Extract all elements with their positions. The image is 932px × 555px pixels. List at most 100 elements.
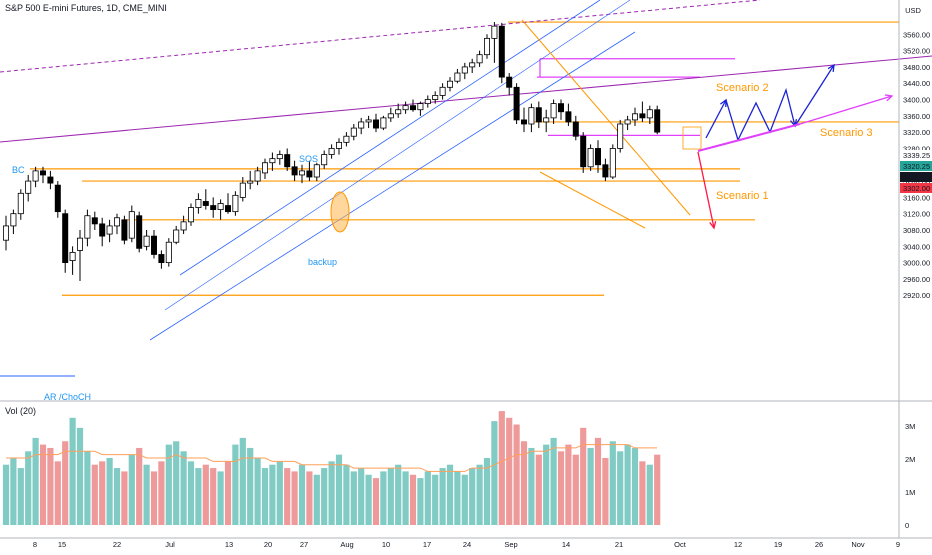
- candle-body[interactable]: [602, 164, 609, 178]
- candle-body[interactable]: [47, 176, 54, 184]
- candle-body[interactable]: [372, 119, 379, 129]
- candle-body[interactable]: [595, 148, 602, 166]
- candle-body[interactable]: [261, 162, 268, 174]
- candle-body[interactable]: [165, 241, 172, 264]
- candle-body[interactable]: [535, 107, 542, 123]
- candle-body[interactable]: [17, 192, 24, 215]
- candle-body[interactable]: [439, 86, 446, 96]
- candle-body[interactable]: [158, 254, 165, 264]
- channel-upper[interactable]: [179, 0, 601, 276]
- scenario-1-arrow-head[interactable]: [709, 221, 717, 230]
- dashed-resistance[interactable]: [0, 0, 761, 73]
- candle-body[interactable]: [306, 170, 313, 178]
- candle-body[interactable]: [446, 80, 453, 88]
- candle-body[interactable]: [128, 211, 135, 239]
- scenario-2-arrow-c[interactable]: [794, 64, 835, 127]
- candle-body[interactable]: [639, 113, 646, 119]
- channel-lower[interactable]: [149, 31, 636, 341]
- candle-body[interactable]: [3, 225, 9, 241]
- falling-wedge-lower[interactable]: [539, 171, 646, 229]
- candle-body[interactable]: [521, 119, 528, 125]
- candle-body[interactable]: [91, 217, 98, 225]
- candle-body[interactable]: [62, 213, 69, 264]
- candle-body[interactable]: [224, 205, 231, 213]
- scenario-1-arrow[interactable]: [697, 151, 715, 229]
- candle-body[interactable]: [136, 215, 143, 249]
- falling-wedge-upper[interactable]: [521, 19, 691, 216]
- candle-body[interactable]: [54, 184, 61, 213]
- candle-body[interactable]: [143, 235, 150, 247]
- candle-body[interactable]: [632, 113, 639, 121]
- candle-body[interactable]: [106, 225, 113, 235]
- candle-body[interactable]: [424, 99, 431, 105]
- candle-body[interactable]: [121, 219, 128, 241]
- candle-body[interactable]: [380, 117, 387, 129]
- candle-body[interactable]: [432, 95, 439, 100]
- candle-body[interactable]: [409, 105, 416, 111]
- candle-body[interactable]: [387, 113, 394, 119]
- candle-body[interactable]: [343, 135, 350, 143]
- candle-body[interactable]: [298, 170, 305, 176]
- candle-body[interactable]: [328, 148, 335, 155]
- candle-body[interactable]: [187, 207, 194, 223]
- candle-body[interactable]: [558, 103, 565, 113]
- candle-body[interactable]: [99, 223, 106, 237]
- candle-body[interactable]: [617, 123, 624, 149]
- candle-body[interactable]: [269, 158, 276, 164]
- candle-body[interactable]: [461, 66, 468, 74]
- candle-body[interactable]: [491, 25, 498, 39]
- candle-body[interactable]: [513, 86, 520, 121]
- scenario-3-line[interactable]: [697, 123, 801, 152]
- candle-body[interactable]: [232, 194, 239, 213]
- candle-body[interactable]: [25, 180, 32, 194]
- candle-body[interactable]: [395, 109, 402, 115]
- candle-body[interactable]: [565, 111, 572, 123]
- candle-body[interactable]: [506, 76, 513, 88]
- candle-body[interactable]: [173, 229, 180, 243]
- candle-body[interactable]: [498, 25, 505, 78]
- candle-body[interactable]: [335, 141, 342, 149]
- candle-body[interactable]: [210, 205, 217, 211]
- candle-body[interactable]: [587, 148, 594, 168]
- candle-body[interactable]: [10, 213, 17, 227]
- scenario-2-arrow-a[interactable]: [705, 99, 727, 139]
- candle-body[interactable]: [84, 215, 91, 239]
- scenario-2-arrow-c-head[interactable]: [827, 63, 835, 73]
- candle-body[interactable]: [284, 154, 291, 168]
- currency-label[interactable]: USD: [905, 6, 921, 15]
- scenario-3-arrow-head[interactable]: [884, 94, 894, 102]
- candle-body[interactable]: [572, 121, 579, 137]
- candle-body[interactable]: [609, 148, 616, 178]
- candle-body[interactable]: [476, 54, 483, 64]
- candle-body[interactable]: [528, 107, 535, 125]
- candle-body[interactable]: [239, 182, 246, 198]
- candle-body[interactable]: [580, 135, 587, 168]
- long-trendline[interactable]: [0, 55, 932, 143]
- candle-body[interactable]: [217, 203, 224, 211]
- candle-body[interactable]: [247, 180, 254, 184]
- candle-body[interactable]: [550, 103, 557, 119]
- candle-body[interactable]: [624, 119, 631, 125]
- candle-body[interactable]: [276, 154, 283, 160]
- candle-body[interactable]: [180, 221, 187, 231]
- candle-body[interactable]: [483, 37, 490, 56]
- candle-body[interactable]: [150, 235, 157, 255]
- candle-body[interactable]: [350, 127, 357, 137]
- scenario-2-arrow-b[interactable]: [725, 87, 796, 142]
- candle-body[interactable]: [114, 217, 121, 227]
- candle-body[interactable]: [77, 237, 84, 251]
- candle-body[interactable]: [417, 103, 424, 111]
- candle-body[interactable]: [40, 170, 47, 176]
- backup-highlight[interactable]: [330, 191, 350, 233]
- recent-range-box[interactable]: [682, 126, 702, 150]
- scenario-3-arrow[interactable]: [799, 95, 893, 125]
- candle-body[interactable]: [313, 164, 320, 178]
- candle-body[interactable]: [358, 121, 365, 129]
- candle-body[interactable]: [646, 109, 653, 119]
- candle-body[interactable]: [321, 154, 328, 166]
- channel-mid[interactable]: [164, 0, 631, 311]
- candle-body[interactable]: [195, 199, 202, 208]
- candle-body[interactable]: [254, 170, 261, 182]
- candle-body[interactable]: [202, 201, 209, 206]
- candle-body[interactable]: [365, 119, 372, 123]
